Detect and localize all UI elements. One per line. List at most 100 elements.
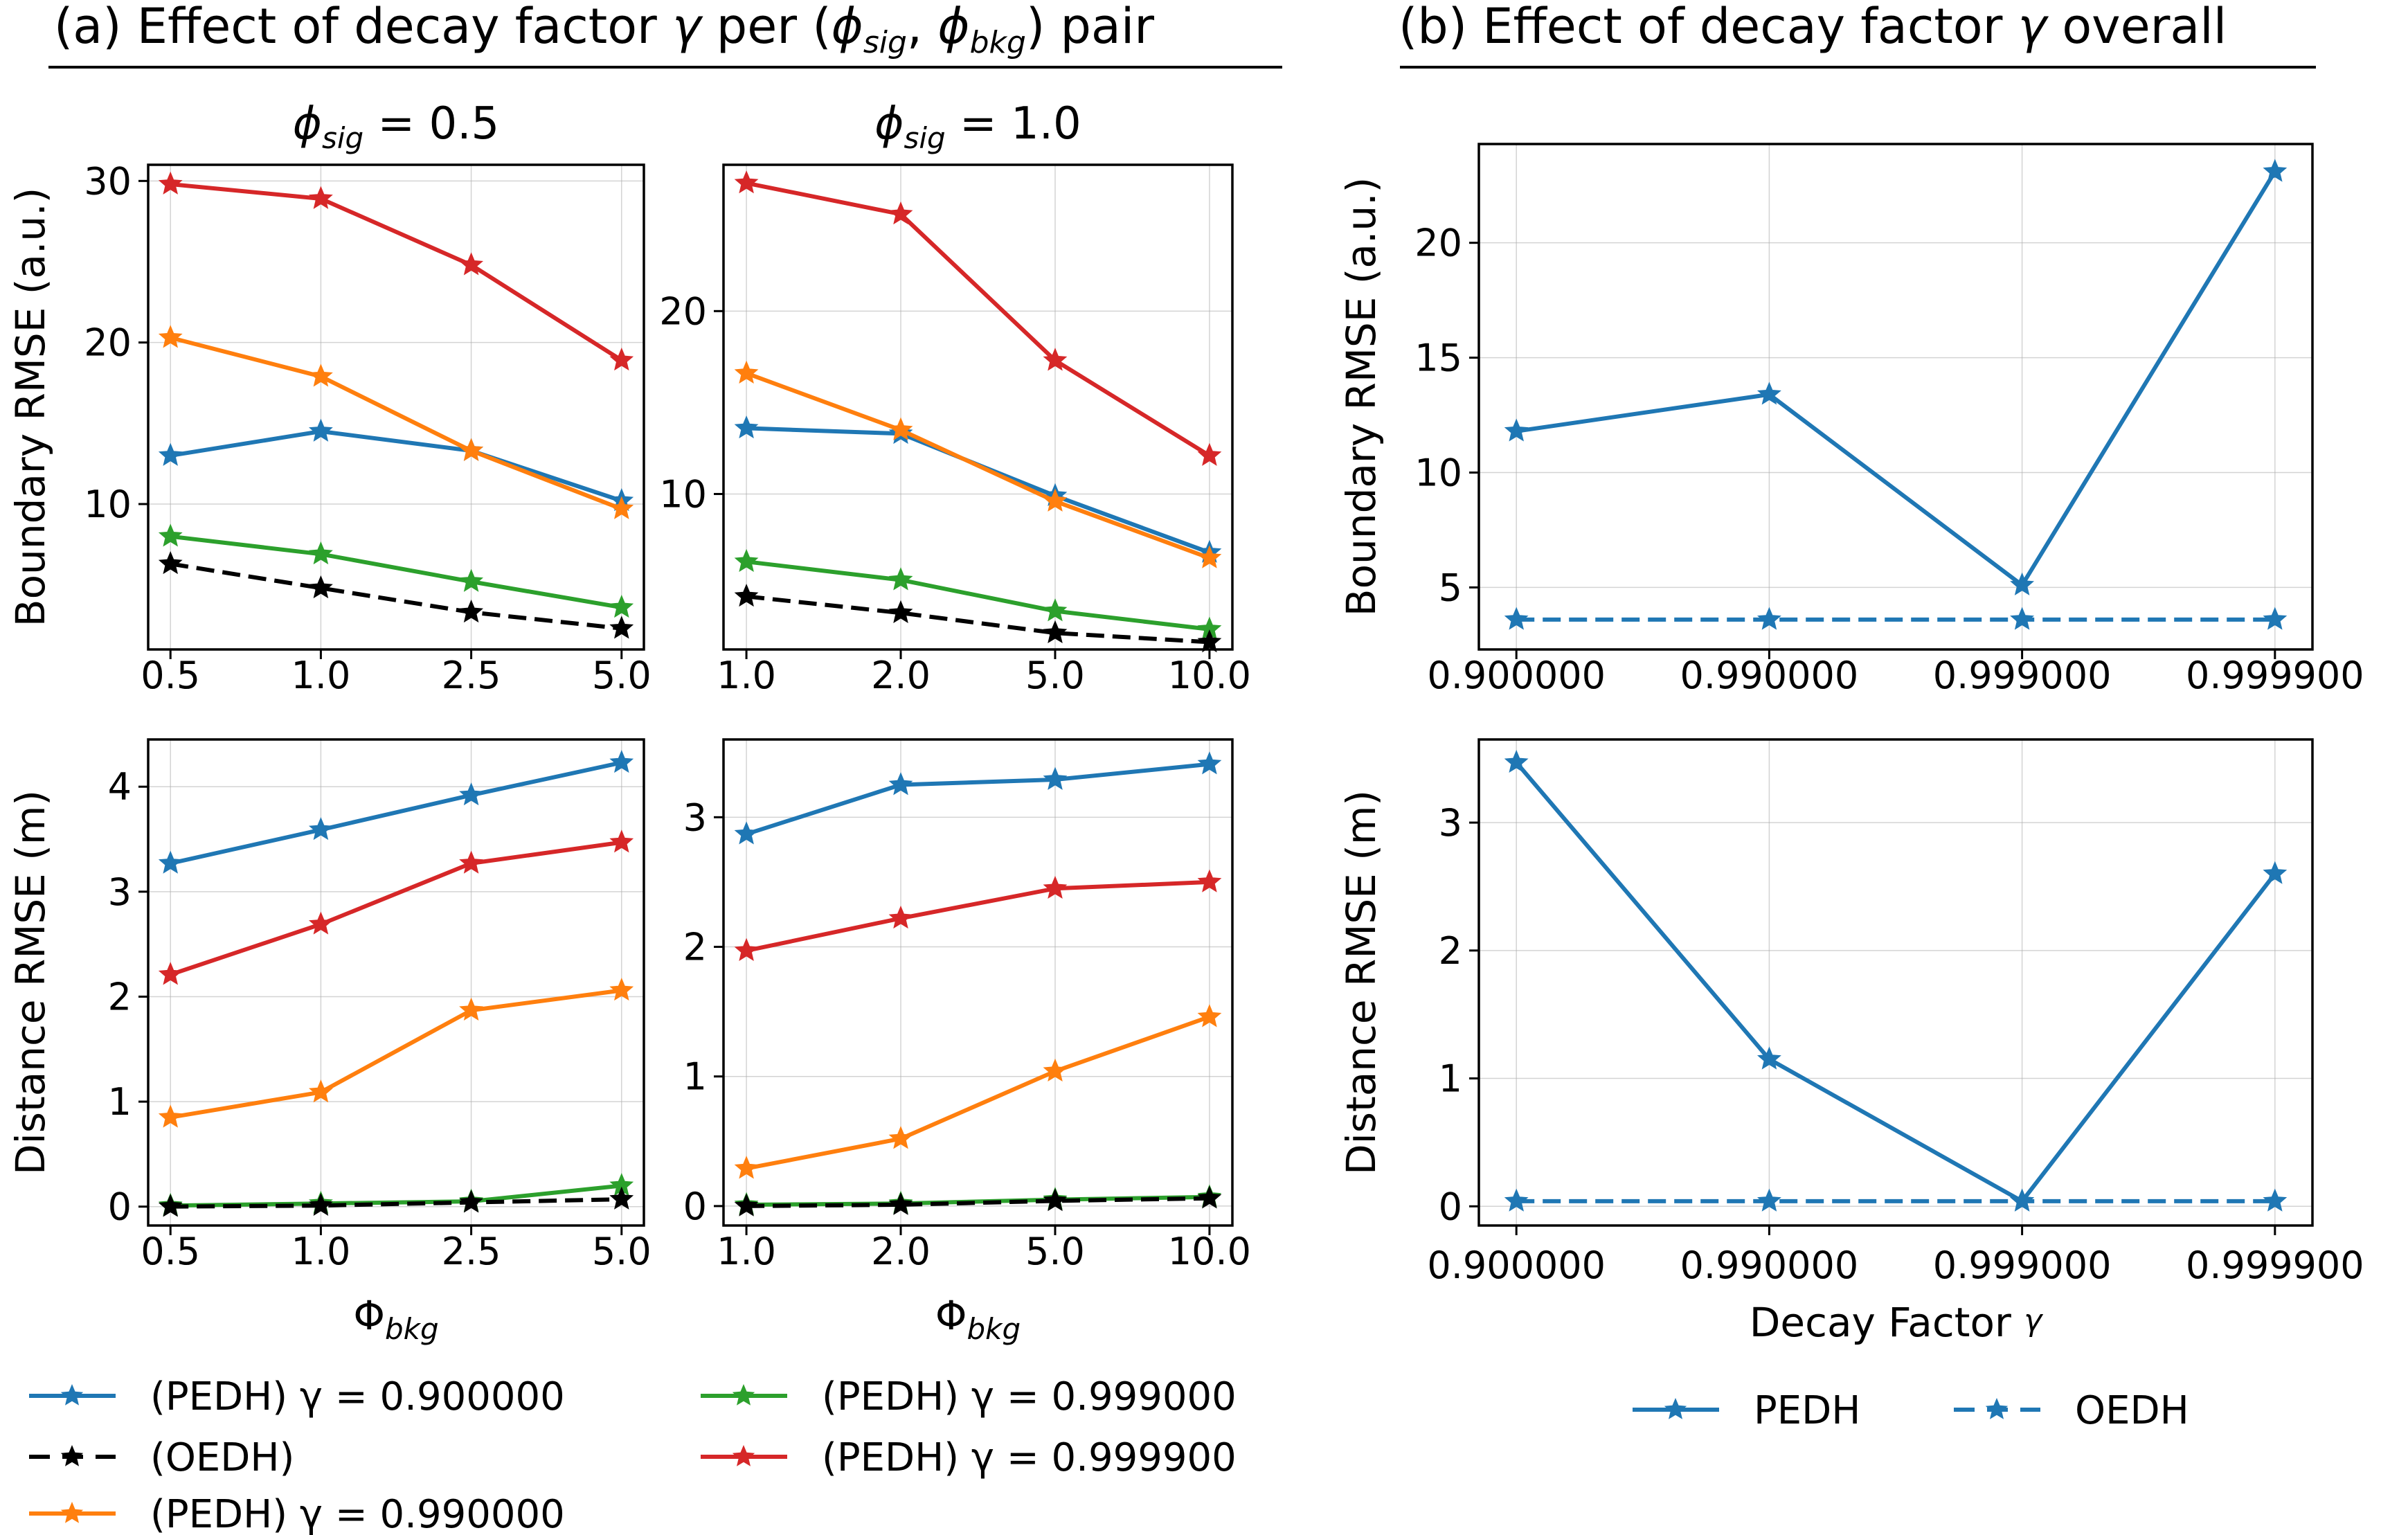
- data-point: [734, 548, 759, 573]
- series-pedh_0_99-solid: [734, 360, 1222, 568]
- series-overall-solid: [1504, 750, 2288, 1212]
- legend-b: PEDH OEDH: [1633, 1388, 2189, 1433]
- legend-label: (PEDH) γ = 0.900000: [150, 1374, 565, 1419]
- data-point: [734, 1193, 759, 1217]
- data-point: [609, 348, 634, 371]
- data-point: [734, 821, 759, 845]
- data-point: [609, 829, 634, 853]
- data-point: [734, 937, 759, 961]
- x-tick-label: 0.990000: [1680, 654, 1859, 697]
- data-point: [888, 201, 913, 225]
- data-point: [1504, 607, 1529, 630]
- x-tick-label: 0.5: [141, 654, 200, 697]
- data-point: [609, 496, 634, 519]
- series-overall-dashed: [1504, 607, 2288, 630]
- data-point: [158, 850, 183, 874]
- data-point: [2263, 159, 2288, 182]
- series-pedh_0_9999-solid: [158, 171, 634, 371]
- panel-b-boundary: 0.900000 0.990000 0.999000 0.999900 5 10 15 20 B…: [1338, 143, 2364, 697]
- data-point: [888, 417, 913, 440]
- data-point: [2010, 1188, 2035, 1212]
- series-pedh_0_999-solid: [734, 548, 1222, 640]
- series-line: [170, 840, 622, 977]
- axes-frame: [147, 163, 645, 651]
- y-tick-label: 3: [1439, 801, 1462, 845]
- panel-b-distance: 0.900000 0.990000 0.999000 0.999900 0 1 2 3 Dist…: [1338, 738, 2364, 1346]
- data-point: [1756, 607, 1781, 630]
- legend-label: (PEDH) γ = 0.999900: [822, 1435, 1237, 1480]
- x-tick-label: 1.0: [291, 1230, 350, 1273]
- legend-label: (PEDH) γ = 0.999000: [822, 1374, 1237, 1419]
- y-tick-label: 30: [84, 159, 132, 203]
- series-oedh-dashed: [158, 1186, 634, 1217]
- series-pedh_0_9999-solid: [734, 170, 1222, 466]
- legend-entry: (PEDH) γ = 0.990000: [29, 1492, 565, 1535]
- data-point: [1197, 545, 1222, 568]
- data-point: [308, 1192, 333, 1216]
- x-tick-label: 5.0: [1025, 654, 1085, 697]
- series-line: [170, 429, 622, 503]
- data-point: [459, 850, 484, 874]
- data-point: [459, 600, 484, 623]
- y-tick-label: 0: [1439, 1185, 1462, 1228]
- y-axis-label: Boundary RMSE (a.u.): [1338, 177, 1385, 616]
- data-point: [1504, 418, 1529, 442]
- legend-label: (PEDH) γ = 0.990000: [150, 1492, 565, 1535]
- series-line: [170, 760, 622, 865]
- legend-marker: [732, 1384, 755, 1406]
- legend-label: (OEDH): [150, 1435, 294, 1480]
- series-oedh-dashed: [734, 1185, 1222, 1217]
- data-point: [2263, 1188, 2288, 1212]
- series-line: [746, 1196, 1210, 1208]
- data-point: [459, 997, 484, 1021]
- y-tick-label: 2: [683, 926, 707, 969]
- data-point: [1043, 488, 1068, 512]
- data-point: [1043, 348, 1068, 371]
- x-tick-label: 2.0: [871, 1230, 931, 1273]
- x-tick-label: 10.0: [1168, 654, 1251, 697]
- panel-a-distance-sig-0.5: 0.5 1.0 2.5 5.0 0 1 2 3 4 Distance RMSE (m) Φbkg: [7, 738, 652, 1346]
- y-tick-label: 1: [108, 1080, 132, 1124]
- data-point: [888, 1192, 913, 1215]
- data-point: [158, 1194, 183, 1217]
- data-point: [1043, 620, 1068, 644]
- x-tick-label: 0.999900: [2186, 654, 2364, 697]
- data-point: [734, 1156, 759, 1179]
- legend-entry: (PEDH) γ = 0.999900: [701, 1435, 1237, 1480]
- x-tick-label: 0.900000: [1427, 1244, 1606, 1287]
- axes-frame: [1477, 738, 2314, 1227]
- x-axis-label: Decay Factor γ: [1750, 1299, 2044, 1346]
- data-point: [2263, 861, 2288, 884]
- y-axis-label: Distance RMSE (m): [7, 790, 54, 1175]
- series-line: [746, 762, 1210, 836]
- panel-a-distance-sig-1.0: 1.0 2.0 5.0 10.0 0 1 2 3 Φbkg: [683, 738, 1251, 1346]
- axes-frame: [147, 738, 645, 1227]
- series-line: [170, 534, 622, 610]
- data-point: [459, 252, 484, 276]
- legend-marker: [1985, 1398, 2009, 1419]
- data-point: [158, 551, 183, 575]
- data-point: [158, 325, 183, 348]
- y-tick-label: 1: [1439, 1057, 1462, 1101]
- series-line: [746, 181, 1211, 458]
- data-point: [1756, 381, 1781, 405]
- y-tick-label: 4: [108, 765, 132, 809]
- series-oedh-dashed: [158, 551, 634, 639]
- panel-title: ϕsig = 1.0: [874, 98, 1081, 155]
- y-axis-label: Distance RMSE (m): [1338, 790, 1385, 1175]
- x-tick-label: 2.5: [442, 1230, 501, 1273]
- data-point: [158, 962, 183, 985]
- legend-marker: [1664, 1398, 1687, 1419]
- series-pedh_0_999-solid: [158, 523, 634, 618]
- series-line: [746, 879, 1210, 953]
- data-point: [1043, 1058, 1068, 1082]
- data-point: [734, 360, 759, 384]
- y-tick-label: 2: [108, 975, 132, 1018]
- x-tick-label: 2.5: [442, 654, 501, 697]
- series-line: [170, 988, 622, 1120]
- series-overall-dashed: [1504, 1188, 2288, 1212]
- series-line: [170, 335, 622, 511]
- legend-marker: [732, 1445, 755, 1466]
- series-line: [746, 371, 1210, 560]
